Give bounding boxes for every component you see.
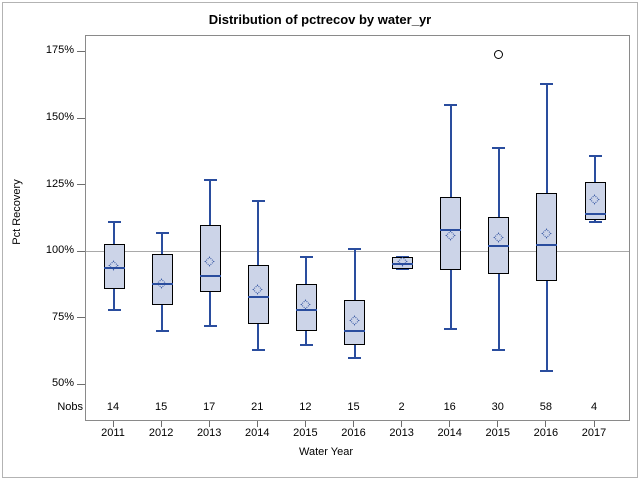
median-line (151, 282, 173, 285)
y-tick-mark (77, 250, 85, 252)
x-tick-mark (160, 421, 162, 427)
whisker-cap-min (203, 325, 217, 328)
y-tick-mark (77, 317, 85, 319)
reference-line-100pct (86, 251, 629, 253)
x-tick-mark (545, 421, 547, 427)
nobs-value: 21 (251, 401, 264, 413)
y-axis-title: Pct Recovery (11, 179, 23, 245)
whisker-cap-max (299, 255, 313, 258)
whisker-cap-max (492, 146, 506, 149)
whisker-cap-min (588, 221, 602, 224)
x-tick-mark (593, 421, 595, 427)
x-axis-title: Water Year (298, 446, 353, 458)
x-tick-label: 2015 (293, 427, 318, 439)
whisker-cap-max (203, 178, 217, 181)
whisker-cap-min (107, 309, 121, 312)
median-line (488, 245, 510, 248)
iqr-box (247, 264, 269, 324)
x-tick-mark (401, 421, 403, 427)
whisker-cap-min (396, 267, 410, 270)
outlier-point (494, 50, 504, 60)
x-tick-mark (304, 421, 306, 427)
x-tick-label: 2012 (148, 427, 174, 439)
whisker-cap-min (444, 327, 458, 330)
whisker-cap-min (155, 330, 169, 333)
x-tick-label: 2013 (389, 427, 414, 439)
x-tick-label: 2011 (101, 427, 125, 439)
whisker-cap-min (492, 349, 506, 352)
whisker-cap-max (107, 221, 121, 224)
y-tick-mark (77, 117, 85, 119)
whisker-cap-min (299, 343, 313, 346)
median-line (199, 274, 221, 277)
median-line (247, 295, 269, 298)
x-tick-mark (208, 421, 210, 427)
plot-area (85, 35, 630, 421)
whisker-cap-min (540, 370, 554, 373)
chart-title: Distribution of pctrecov by water_yr (208, 12, 432, 27)
whisker-cap-max (588, 154, 602, 157)
x-tick-label: 2015 (485, 427, 511, 439)
y-tick-label: 100% (45, 244, 74, 257)
nobs-value: 15 (154, 401, 168, 413)
nobs-value: 4 (590, 401, 598, 413)
iqr-box (344, 299, 365, 345)
nobs-value: 12 (299, 401, 312, 413)
x-tick-mark (112, 421, 114, 427)
iqr-box (440, 197, 462, 271)
x-tick-mark (256, 421, 258, 427)
median-line (584, 213, 606, 216)
x-tick-label: 2014 (245, 427, 270, 439)
median-line (344, 330, 365, 333)
median-line (103, 266, 125, 269)
y-tick-label: 175% (45, 44, 74, 57)
nobs-value: 2 (398, 401, 405, 413)
iqr-box (584, 182, 606, 220)
nobs-value: 30 (491, 401, 504, 413)
whisker-cap-max (348, 247, 361, 250)
y-tick-label: 50% (51, 377, 74, 390)
median-line (295, 309, 317, 312)
y-tick-mark (77, 383, 85, 385)
nobs-value: 14 (106, 401, 120, 413)
whisker-cap-max (251, 200, 265, 203)
x-tick-label: 2013 (196, 427, 222, 439)
x-tick-mark (449, 421, 451, 427)
median-line (392, 262, 414, 265)
nobs-value: 17 (203, 401, 216, 413)
x-tick-label: 2016 (341, 427, 366, 439)
y-tick-label: 150% (45, 111, 74, 124)
nobs-value: 58 (539, 401, 553, 413)
iqr-box (151, 254, 173, 305)
whisker-cap-min (251, 349, 265, 352)
y-tick-mark (77, 184, 85, 186)
x-tick-label: 2014 (437, 427, 462, 439)
x-tick-label: 2016 (533, 427, 559, 439)
iqr-box (295, 283, 317, 332)
median-line (440, 229, 462, 232)
y-tick-label: 75% (51, 310, 74, 323)
nobs-value: 15 (347, 401, 360, 413)
whisker-cap-min (348, 357, 361, 360)
median-line (536, 243, 558, 246)
iqr-box (103, 243, 125, 289)
whisker-cap-max (155, 231, 169, 234)
iqr-box (536, 193, 558, 281)
whisker-cap-max (444, 104, 458, 107)
x-tick-label: 2017 (581, 427, 607, 439)
nobs-value: 16 (443, 401, 456, 413)
y-tick-label: 125% (45, 177, 74, 190)
whisker-cap-max (540, 82, 554, 85)
x-tick-mark (353, 421, 354, 427)
y-tick-mark (77, 50, 85, 52)
nobs-header: Nobs (57, 401, 83, 413)
x-tick-mark (497, 421, 499, 427)
